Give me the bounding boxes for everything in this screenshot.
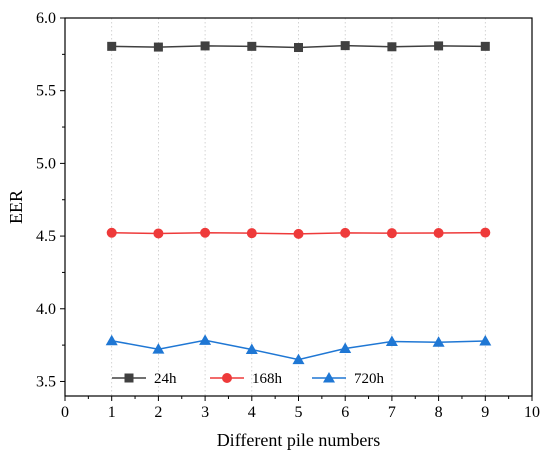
y-tick-label-6: 6.0 <box>36 10 56 27</box>
data-point-168h-9 <box>480 227 491 238</box>
x-tick-label-4: 4 <box>248 404 256 421</box>
x-axis-title: Different pile numbers <box>217 430 381 450</box>
data-point-168h-3 <box>200 227 211 238</box>
legend-marker-720h <box>323 372 335 383</box>
data-point-168h-7 <box>386 228 397 239</box>
legend-label-24h: 24h <box>154 371 177 387</box>
data-point-720h-2 <box>152 343 165 354</box>
legend-label-168h: 168h <box>252 371 283 387</box>
data-point-720h-4 <box>245 343 258 354</box>
data-point-168h-4 <box>246 228 257 239</box>
series-168h <box>106 227 491 239</box>
data-point-168h-1 <box>106 227 117 238</box>
legend-marker-168h <box>222 373 232 383</box>
data-point-24h-2 <box>153 42 163 52</box>
legend-marker-24h <box>124 373 134 383</box>
x-tick-label-6: 6 <box>341 404 349 421</box>
x-tick-label-2: 2 <box>154 404 162 421</box>
data-point-24h-6 <box>340 41 350 51</box>
y-tick-label-5.5: 5.5 <box>36 83 56 100</box>
y-axis-title: EER <box>6 190 26 224</box>
x-tick-label-5: 5 <box>295 404 303 421</box>
data-point-168h-5 <box>293 228 304 239</box>
data-point-168h-2 <box>153 228 164 239</box>
data-point-168h-6 <box>340 227 351 238</box>
series-group <box>105 41 492 365</box>
legend-item-168h: 168h <box>210 371 283 387</box>
data-point-720h-8 <box>432 336 445 347</box>
legend-item-720h: 720h <box>312 371 385 387</box>
legend-label-720h: 720h <box>354 371 385 387</box>
y-tick-label-4.5: 4.5 <box>36 228 56 245</box>
x-tick-label-3: 3 <box>201 404 209 421</box>
y-tick-label-3.5: 3.5 <box>36 373 56 390</box>
data-point-24h-5 <box>294 43 303 53</box>
legend-item-24h: 24h <box>112 371 177 387</box>
x-tick-label-10: 10 <box>524 404 540 421</box>
data-point-24h-1 <box>107 41 117 51</box>
x-tick-label-0: 0 <box>61 404 69 421</box>
y-tick-label-5: 5.0 <box>36 155 56 172</box>
data-point-720h-9 <box>479 335 492 346</box>
data-point-720h-1 <box>105 334 118 346</box>
data-point-24h-3 <box>200 41 210 51</box>
data-point-720h-5 <box>292 353 305 365</box>
x-tick-label-8: 8 <box>435 404 443 421</box>
data-point-720h-7 <box>385 335 398 346</box>
data-point-168h-8 <box>433 228 444 239</box>
x-tick-label-1: 1 <box>108 404 116 421</box>
data-point-24h-8 <box>434 41 444 51</box>
data-point-720h-6 <box>339 342 352 353</box>
x-tick-label-9: 9 <box>481 404 489 421</box>
data-point-24h-4 <box>247 41 257 51</box>
series-720h <box>105 334 492 365</box>
y-tick-label-4: 4.0 <box>36 301 56 318</box>
data-point-24h-7 <box>387 42 397 52</box>
legend: 24h 168h 720h <box>112 371 385 387</box>
axes: 0 1 2 3 4 5 6 7 8 9 10 3.5 4.0 4.5 5.0 5.5 6.0 <box>36 10 540 421</box>
series-24h <box>107 41 490 53</box>
grid <box>111 18 486 396</box>
x-tick-label-7: 7 <box>388 404 396 421</box>
data-point-720h-3 <box>199 334 212 345</box>
data-point-24h-9 <box>480 41 490 51</box>
